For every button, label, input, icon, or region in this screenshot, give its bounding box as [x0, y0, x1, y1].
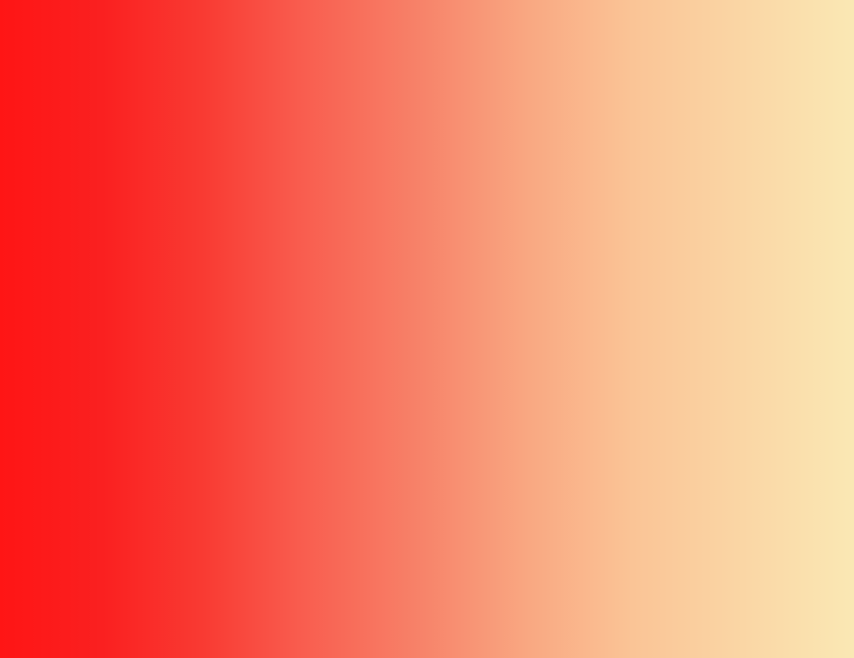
gradient-image	[0, 0, 854, 658]
gradient-color-ramp	[0, 0, 854, 658]
